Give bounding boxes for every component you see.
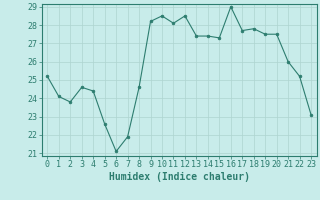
X-axis label: Humidex (Indice chaleur): Humidex (Indice chaleur) [109,172,250,182]
